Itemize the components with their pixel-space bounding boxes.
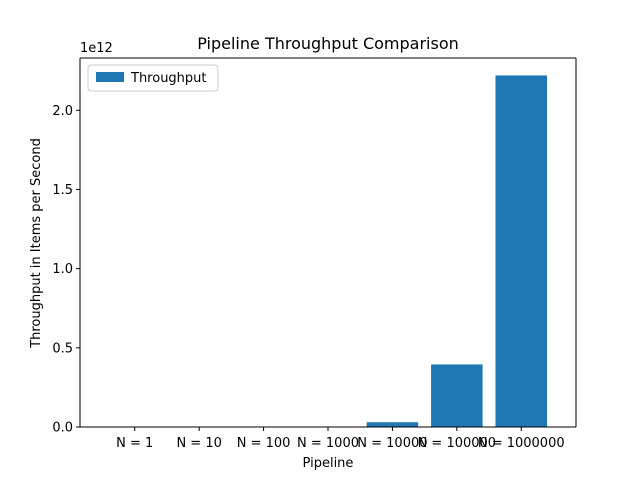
- y-tick-label-2: 1.0: [52, 262, 73, 277]
- y-tick-label-0: 0.0: [52, 421, 73, 436]
- legend: Throughput: [87, 64, 219, 92]
- bar-4: [366, 422, 419, 427]
- x-tick-label-0: N = 1: [116, 436, 153, 451]
- x-tick-label-2: N = 100: [237, 436, 291, 451]
- legend-label: Throughput: [130, 71, 207, 86]
- x-axis-label: Pipeline: [303, 456, 354, 471]
- x-tick-label-3: N = 1000: [297, 436, 359, 451]
- chart-title: Pipeline Throughput Comparison: [197, 34, 459, 53]
- legend-swatch: [96, 72, 124, 82]
- bar-6: [495, 75, 548, 428]
- bar-5: [431, 364, 483, 427]
- y-axis-multiplier: 1e12: [80, 41, 113, 56]
- y-tick-label-3: 1.5: [52, 183, 73, 198]
- x-tick-label-1: N = 10: [176, 436, 221, 451]
- y-tick-label-1: 0.5: [52, 341, 73, 356]
- x-tick-label-5: N = 100000: [418, 436, 497, 451]
- plot-area: 0.0 0.5 1.0 1.5 2.0 N = 1 N = 10 N = 100 N = 100…: [52, 57, 577, 451]
- y-tick-label-4: 2.0: [52, 104, 73, 119]
- x-tick-label-4: N = 10000: [357, 436, 427, 451]
- legend-frame: [87, 64, 219, 92]
- y-axis-label: Throughput in Items per Second: [29, 138, 44, 349]
- x-tick-label-6: N = 1000000: [478, 436, 565, 451]
